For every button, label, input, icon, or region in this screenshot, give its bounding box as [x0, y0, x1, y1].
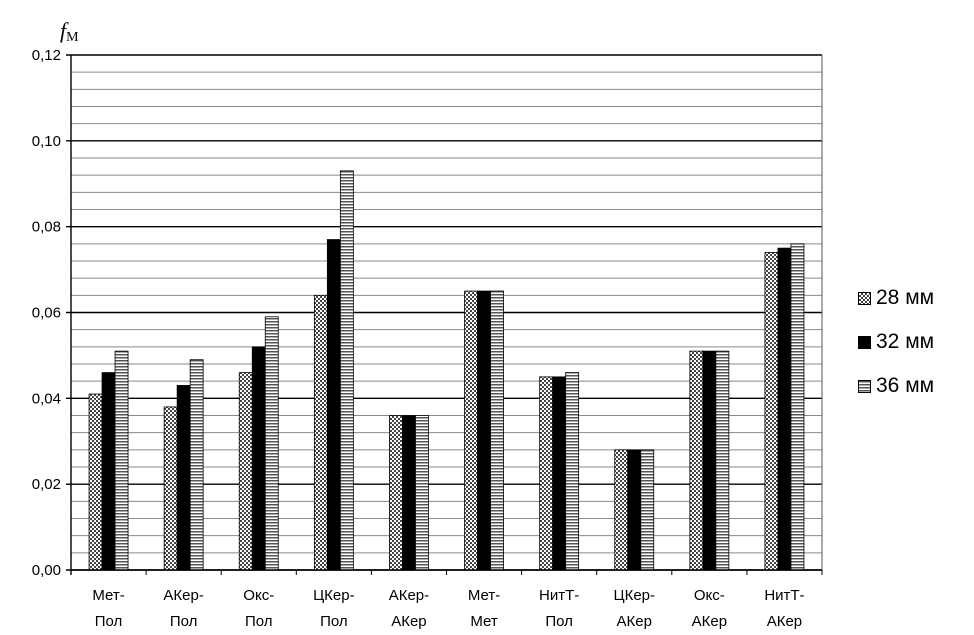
bar [552, 376, 567, 571]
x-tick-label: АКер- [163, 587, 203, 604]
y-tick-label: 0,02 [32, 476, 61, 493]
bar [389, 415, 403, 571]
legend-item-32: 32 мм [858, 320, 934, 364]
bar [238, 372, 253, 571]
x-tick-label: АКер [692, 613, 727, 630]
bar [539, 376, 554, 571]
y-tick-label: 0,00 [32, 562, 61, 579]
x-tick-label: НитТ- [764, 587, 804, 604]
bar [251, 346, 266, 571]
y-tick-label: 0,12 [32, 47, 61, 64]
bar [640, 449, 655, 571]
x-tick-label: АКер [617, 613, 652, 630]
bars [88, 170, 805, 571]
x-tick-label: Мет [470, 613, 498, 630]
x-tick-label: Пол [545, 613, 573, 630]
x-tick-label: АКер [391, 613, 426, 630]
legend-label: 28 мм [876, 286, 935, 309]
y-tick-label: 0,10 [32, 133, 61, 150]
bar [702, 350, 717, 571]
bar [627, 449, 642, 571]
legend-swatch-solid [858, 335, 871, 349]
x-tick-label: Пол [245, 613, 273, 630]
x-tick-label: Мет- [92, 587, 124, 604]
x-tick-label: Пол [170, 613, 198, 630]
bar [790, 243, 805, 571]
bar [402, 415, 416, 571]
y-tick-label: 0,08 [32, 219, 61, 236]
axis-labels: 0,00 0,02 0,04 0,06 0,08 0,10 0,12 Мет- Пол АКер-… [32, 47, 805, 630]
x-tick-label: Пол [95, 613, 123, 630]
bar [614, 449, 629, 571]
bar [313, 294, 328, 571]
x-tick-label: АКер- [389, 587, 429, 604]
bar [176, 385, 191, 571]
bar [88, 393, 103, 571]
legend-label: 32 мм [876, 330, 935, 353]
bar [490, 290, 504, 571]
bar [415, 415, 429, 571]
bar [189, 359, 204, 571]
bar [114, 350, 129, 571]
y-tick-label: 0,04 [32, 390, 61, 407]
bar [264, 316, 279, 571]
bar [715, 350, 730, 571]
x-tick-label: Окс- [694, 587, 725, 604]
x-tick-label: Пол [320, 613, 348, 630]
x-tick-label: АКер [767, 613, 802, 630]
x-tick-label: НитТ- [539, 587, 579, 604]
legend-item-36: 36 мм [858, 364, 934, 408]
legend-label: 36 мм [876, 374, 935, 397]
x-tick-label: Окс- [243, 587, 274, 604]
bar [689, 350, 704, 571]
x-tick-label: ЦКер- [613, 587, 655, 604]
legend-swatch-checker [858, 291, 871, 305]
legend-item-28: 28 мм [858, 276, 934, 320]
bar [477, 290, 491, 571]
bar [777, 247, 792, 571]
bar [163, 406, 178, 571]
bar [339, 170, 354, 571]
y-axis-label: fM [60, 18, 79, 45]
x-tick-label: ЦКер- [313, 587, 355, 604]
legend-swatch-stripes [858, 379, 871, 393]
bar [565, 372, 580, 571]
bar [101, 372, 116, 571]
bar [326, 239, 341, 571]
bar [464, 290, 478, 571]
x-tick-label: Мет- [468, 587, 500, 604]
axes [70, 55, 823, 575]
bar [764, 252, 779, 571]
legend: 28 мм 32 мм 36 мм [858, 276, 934, 408]
y-tick-label: 0,06 [32, 305, 61, 322]
